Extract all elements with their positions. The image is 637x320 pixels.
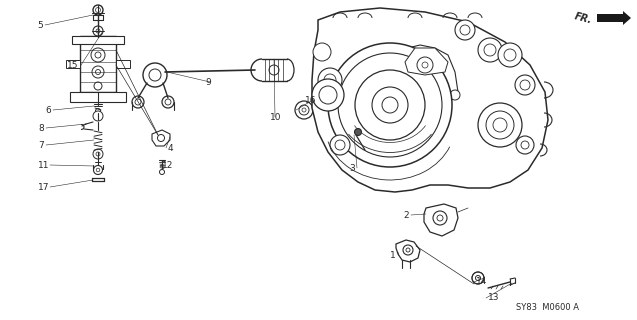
Circle shape (324, 74, 336, 86)
Circle shape (486, 111, 514, 139)
Circle shape (355, 129, 362, 135)
Circle shape (493, 118, 507, 132)
Circle shape (437, 215, 443, 221)
Circle shape (355, 70, 425, 140)
Circle shape (96, 7, 101, 12)
Circle shape (335, 140, 345, 150)
Polygon shape (72, 36, 124, 44)
Circle shape (93, 149, 103, 159)
Circle shape (450, 90, 460, 100)
Circle shape (96, 29, 100, 33)
Circle shape (328, 43, 452, 167)
Circle shape (149, 69, 161, 81)
Circle shape (478, 38, 502, 62)
Polygon shape (66, 60, 80, 68)
Circle shape (520, 80, 530, 90)
Circle shape (96, 108, 101, 114)
Circle shape (425, 90, 435, 100)
Circle shape (319, 86, 337, 104)
Circle shape (92, 66, 104, 78)
Text: 3: 3 (349, 164, 355, 172)
Text: 7: 7 (38, 140, 44, 149)
Circle shape (504, 49, 516, 61)
Circle shape (96, 168, 100, 172)
Circle shape (165, 99, 171, 105)
Text: 9: 9 (205, 77, 211, 86)
Circle shape (460, 25, 470, 35)
Polygon shape (312, 8, 548, 192)
Text: 11: 11 (38, 161, 50, 170)
Circle shape (372, 87, 408, 123)
Circle shape (299, 105, 309, 115)
Circle shape (295, 101, 313, 119)
Text: 1: 1 (390, 251, 396, 260)
Circle shape (132, 96, 144, 108)
Circle shape (385, 90, 395, 100)
Polygon shape (396, 240, 420, 262)
Circle shape (162, 96, 174, 108)
Polygon shape (424, 204, 458, 236)
Circle shape (269, 65, 279, 75)
Circle shape (93, 26, 103, 36)
Polygon shape (116, 60, 130, 68)
Circle shape (96, 152, 100, 156)
Circle shape (94, 165, 103, 174)
Circle shape (312, 79, 344, 111)
Circle shape (91, 48, 105, 62)
Text: 13: 13 (488, 293, 499, 302)
Text: 2: 2 (403, 211, 408, 220)
Text: 10: 10 (270, 113, 282, 122)
Circle shape (330, 135, 350, 155)
Circle shape (159, 170, 164, 174)
Circle shape (484, 44, 496, 56)
Circle shape (302, 108, 306, 112)
Circle shape (475, 276, 480, 281)
Text: 15: 15 (67, 60, 78, 69)
Text: 4: 4 (168, 143, 174, 153)
Circle shape (318, 68, 342, 92)
Circle shape (403, 245, 413, 255)
Circle shape (417, 57, 433, 73)
Circle shape (498, 43, 522, 67)
Circle shape (422, 62, 428, 68)
Circle shape (338, 53, 442, 157)
Circle shape (382, 97, 398, 113)
Polygon shape (405, 48, 448, 75)
Circle shape (515, 75, 535, 95)
Circle shape (455, 20, 475, 40)
Text: 6: 6 (45, 106, 51, 115)
Circle shape (93, 5, 103, 15)
Text: 14: 14 (476, 277, 487, 286)
Circle shape (472, 272, 484, 284)
Text: 16: 16 (305, 95, 317, 105)
Polygon shape (152, 130, 170, 146)
Circle shape (313, 43, 331, 61)
Text: 5: 5 (37, 20, 43, 29)
Circle shape (406, 248, 410, 252)
Circle shape (157, 134, 164, 141)
Circle shape (433, 211, 447, 225)
Text: FR.: FR. (573, 11, 593, 25)
Polygon shape (80, 36, 116, 92)
Polygon shape (385, 45, 458, 107)
Circle shape (135, 99, 141, 105)
Text: SY83  M0600 A: SY83 M0600 A (517, 303, 580, 313)
Circle shape (96, 69, 101, 75)
Circle shape (516, 136, 534, 154)
Circle shape (478, 103, 522, 147)
Polygon shape (597, 11, 631, 25)
Circle shape (143, 63, 167, 87)
Circle shape (93, 111, 103, 121)
Text: 12: 12 (162, 161, 173, 170)
Polygon shape (70, 92, 126, 102)
Circle shape (95, 52, 101, 58)
Circle shape (94, 82, 102, 90)
Text: 8: 8 (38, 124, 44, 132)
Circle shape (521, 141, 529, 149)
Text: 17: 17 (38, 182, 50, 191)
